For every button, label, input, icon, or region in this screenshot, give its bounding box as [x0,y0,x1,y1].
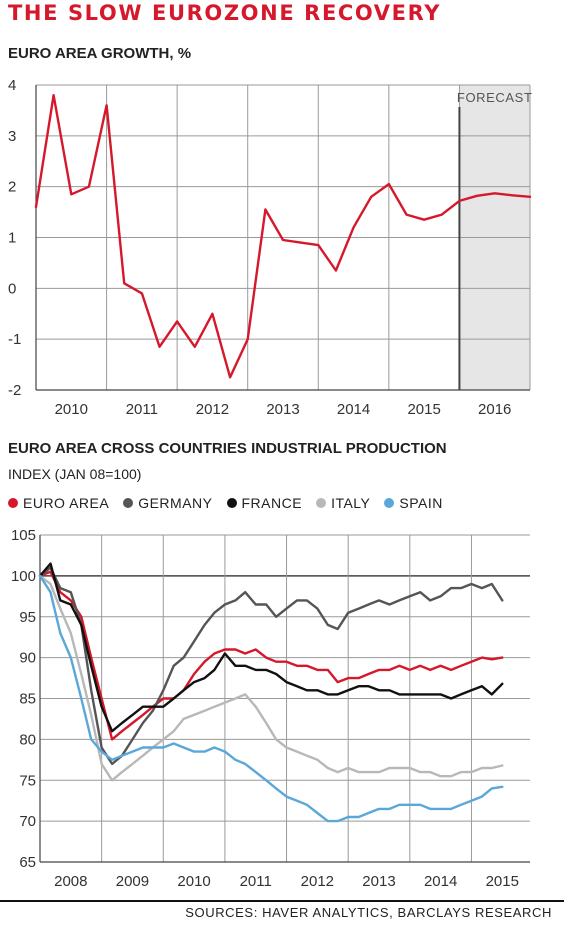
y-tick-label: 80 [19,731,36,748]
x-tick-label: 2011 [126,401,158,418]
footer-rule [0,900,564,902]
y-tick-label: 65 [19,854,36,871]
x-tick-label: 2009 [116,873,149,890]
series-line-italy [38,574,504,782]
legend-dot [123,498,134,508]
x-tick-label: 2008 [54,873,87,890]
x-tick-label: 2015 [407,401,440,418]
x-tick-label: 2010 [55,401,88,418]
x-tick-label: 2016 [478,401,511,418]
legend-item-italy: ITALY [316,495,370,511]
legend-item-germany: GERMANY [123,495,212,511]
chart2-title: EURO AREA CROSS COUNTRIES INDUSTRIAL PRO… [8,440,447,457]
y-tick-label: 3 [8,128,16,145]
y-tick-label: 105 [11,527,36,544]
legend-label: FRANCE [241,495,303,511]
y-tick-label: 95 [19,609,36,626]
y-tick-label: 100 [11,568,36,585]
x-tick-label: 2015 [486,873,519,890]
x-tick-label: 2014 [424,873,457,890]
legend-dot [226,498,237,508]
x-tick-label: 2013 [362,873,395,890]
y-tick-label: 90 [19,650,36,667]
x-tick-label: 2013 [266,401,299,418]
y-tick-label: 75 [19,772,36,789]
legend-label: ITALY [331,495,371,511]
series-line-growth [34,93,532,379]
legend-item-france: FRANCE [226,495,303,511]
y-tick-label: 85 [19,691,36,708]
chart1-growth: 4 3 2 1 0 -1 -2 2010 2011 2012 2013 2014 2015 2016 FOR… [8,77,533,418]
legend-label: SPAIN [399,495,443,511]
legend-item-euro-area: EURO AREA [8,495,109,511]
legend-item-spain: SPAIN [384,495,442,511]
y-tick-label: -1 [8,331,21,348]
chart2-subtitle: INDEX (JAN 08=100) [8,466,142,482]
x-tick-label: 2010 [177,873,210,890]
x-tick-label: 2014 [337,401,370,418]
series-line-france [38,562,504,733]
series-line-euro-area [38,570,504,741]
chart2-legend: EURO AREA GERMANY FRANCE ITALY SPAIN [8,495,457,511]
forecast-label: FORECAST [457,90,533,105]
y-tick-label: 4 [8,77,16,94]
source-note: SOURCES: HAVER ANALYTICS, BARCLAYS RESEA… [185,905,552,920]
y-tick-label: 1 [8,230,16,247]
page-title: THE SLOW EUROZONE RECOVERY [8,1,442,25]
y-tick-label: 70 [19,813,36,830]
series-line-spain [38,574,504,823]
legend-dot [384,498,395,508]
y-tick-label: 0 [8,280,16,297]
legend-label: EURO AREA [23,495,110,511]
x-tick-label: 2012 [196,401,229,418]
y-tick-label: -2 [8,382,21,399]
legend-dot [8,498,18,508]
x-tick-label: 2012 [301,873,334,890]
chart1-title: EURO AREA GROWTH, % [8,45,192,62]
legend-label: GERMANY [138,495,213,511]
legend-dot [316,498,327,508]
series-line-germany [38,566,504,766]
y-tick-label: 2 [8,179,16,196]
x-tick-label: 2011 [240,873,272,890]
